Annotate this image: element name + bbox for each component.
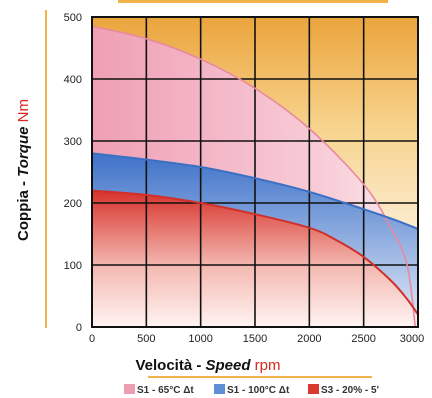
legend-swatch-s3 [308,384,319,394]
x-axis-title-it: Velocità - [135,357,205,374]
legend-label-s1-65: S1 - 65°C Δt [137,385,194,396]
x-tick-2500: 2500 [351,333,375,345]
y-axis-title-it: Coppia - [15,177,32,241]
plot-frame [91,16,419,328]
y-axis-title-unit: Nm [15,99,32,127]
line-s1-65 [91,25,417,328]
y-tick-labels: 0 100 200 300 400 500 [64,12,82,334]
y-tick-300: 300 [64,136,82,148]
legend: S1 - 65°C Δt S1 - 100°C Δt S3 - 20% - 5' [124,384,379,396]
x-tick-500: 500 [137,333,155,345]
y-tick-500: 500 [64,12,82,24]
y-axis-title: Coppia - Torque Nm [15,99,32,241]
x-tick-1000: 1000 [188,333,212,345]
line-s3 [91,189,419,316]
line-s1-100 [91,152,419,230]
y-tick-0: 0 [76,322,82,334]
grid-lines [92,17,418,327]
x-tick-0: 0 [89,333,95,345]
legend-swatch-s1-100 [214,384,225,394]
x-tick-3000: 3000 [400,333,424,345]
legend-swatch-s1-65 [124,384,135,394]
x-axis-title-unit: rpm [251,357,281,374]
x-tick-labels: 0 500 1000 1500 2000 2500 3000 [89,333,424,345]
legend-label-s1-100: S1 - 100°C Δt [227,385,290,396]
x-axis-title: Velocità - Speed rpm [135,357,280,374]
y-tick-400: 400 [64,74,82,86]
series-lines [91,25,419,328]
x-tick-1500: 1500 [243,333,267,345]
x-axis-title-en: Speed [206,357,252,374]
legend-label-s3: S3 - 20% - 5' [321,385,379,396]
y-tick-200: 200 [64,198,82,210]
y-tick-100: 100 [64,260,82,272]
x-tick-2000: 2000 [297,333,321,345]
y-axis-title-en: Torque [15,127,32,177]
